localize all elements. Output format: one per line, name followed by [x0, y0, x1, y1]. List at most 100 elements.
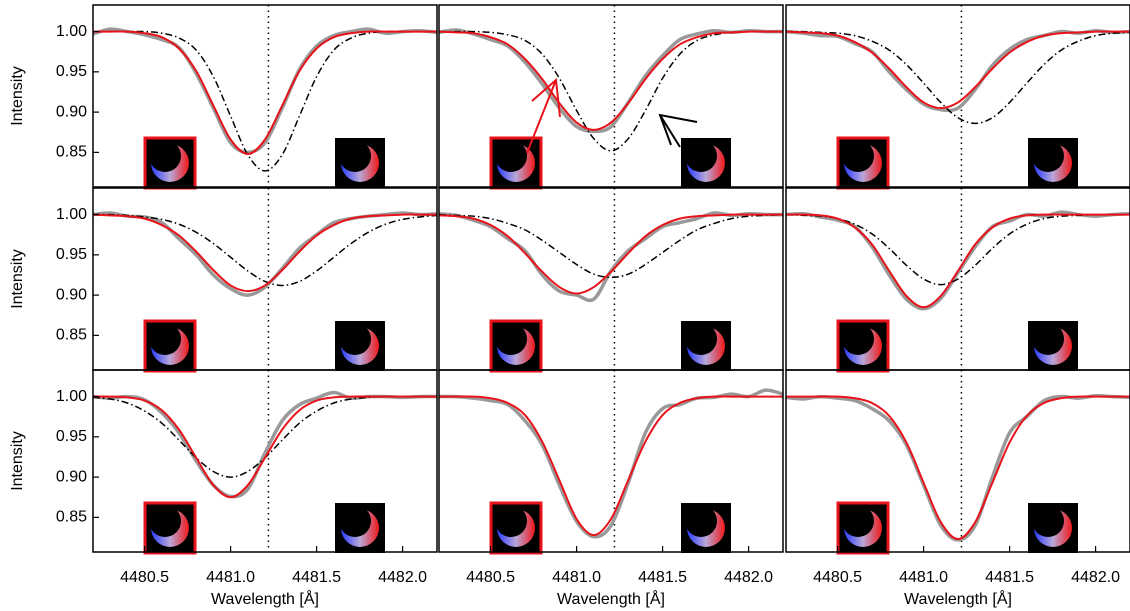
inset-image	[1028, 503, 1078, 553]
inset-image	[836, 136, 890, 190]
y-axis-label: Intensity	[9, 431, 26, 491]
inset-shadow	[1032, 140, 1064, 172]
panel-frame	[785, 369, 1130, 553]
x-tick-label: 4481.0	[206, 569, 255, 586]
series-line	[93, 30, 437, 172]
inset-shadow	[495, 140, 527, 172]
panel-frame	[785, 4, 1130, 188]
inset-image	[681, 503, 731, 553]
x-tick-label: 4481.0	[552, 569, 601, 586]
x-tick-label: 4480.5	[813, 569, 862, 586]
inset-shadow	[685, 505, 717, 537]
inset-shadow	[495, 505, 527, 537]
inset-image	[1028, 321, 1078, 371]
series-line	[785, 29, 1130, 113]
panel-frame	[92, 4, 438, 188]
x-tick-label: 4481.5	[292, 569, 341, 586]
series-line	[785, 30, 1130, 110]
inset-shadow	[149, 323, 181, 355]
inset-image	[681, 138, 731, 188]
inset-shadow	[339, 140, 371, 172]
x-tick-label: 4482.0	[378, 569, 427, 586]
inset-shadow	[842, 505, 874, 537]
inset-image	[489, 501, 543, 555]
inset-shadow	[1032, 505, 1064, 537]
series-line	[438, 213, 783, 295]
series-line	[92, 390, 438, 499]
inset-image	[143, 501, 197, 555]
inset-shadow	[842, 323, 874, 355]
x-tick-label: 4482.0	[724, 569, 773, 586]
inset-image	[681, 321, 731, 371]
x-tick-label: 4480.5	[120, 569, 169, 586]
series-line	[438, 30, 783, 131]
series-line	[438, 28, 784, 134]
y-tick-label: 0.85	[56, 327, 87, 344]
series-line	[92, 395, 437, 499]
inset-image	[335, 138, 385, 188]
x-tick-label: 4481.0	[899, 569, 948, 586]
x-tick-label: 4481.5	[985, 569, 1034, 586]
x-axis-label: Wavelength [Å]	[904, 589, 1012, 608]
x-tick-label: 4482.0	[1071, 569, 1120, 586]
y-tick-label: 0.95	[56, 246, 87, 263]
inset-image	[836, 319, 890, 373]
panels: 0.85 0.90 0.95 1.00 Intensity 0.85 0.90 0.95 1.0…	[9, 4, 1130, 608]
inset-image	[489, 319, 543, 373]
inset-image	[335, 321, 385, 371]
inset-shadow	[339, 505, 371, 537]
inset-image	[1028, 138, 1078, 188]
y-tick-label: 1.00	[56, 388, 87, 405]
inset-shadow	[1032, 323, 1064, 355]
black-arrow	[658, 113, 698, 148]
inset-image	[489, 136, 543, 190]
series-line	[786, 395, 1130, 541]
y-tick-label: 1.00	[56, 23, 87, 40]
inset-shadow	[495, 323, 527, 355]
inset-shadow	[685, 323, 717, 355]
panel-frame	[438, 369, 784, 553]
arrows	[526, 77, 698, 154]
series-line	[785, 30, 1130, 125]
inset-shadow	[149, 140, 181, 172]
y-tick-label: 0.90	[56, 468, 87, 485]
series-line	[92, 211, 438, 297]
inset-image	[335, 503, 385, 553]
panel-frame	[438, 4, 784, 188]
x-axis-label: Wavelength [Å]	[211, 589, 319, 608]
series-line	[92, 27, 438, 155]
y-tick-label: 1.00	[56, 206, 87, 223]
inset-shadow	[149, 505, 181, 537]
y-axis-label: Intensity	[9, 249, 26, 309]
y-tick-label: 0.85	[56, 144, 87, 161]
red-arrow	[526, 77, 561, 154]
series-line	[92, 395, 437, 478]
series-line	[438, 388, 784, 539]
series-line	[439, 30, 783, 152]
y-tick-label: 0.85	[56, 509, 87, 526]
series-line	[785, 210, 1130, 311]
inset-shadow	[842, 140, 874, 172]
series-line	[439, 395, 783, 537]
series-line	[93, 30, 437, 155]
series-line	[785, 213, 1130, 309]
inset-image	[143, 319, 197, 373]
inset-shadow	[685, 140, 717, 172]
y-axis-label: Intensity	[9, 66, 26, 126]
y-tick-label: 0.95	[56, 63, 87, 80]
series-line	[785, 213, 1130, 286]
x-axis-label: Wavelength [Å]	[557, 589, 665, 608]
series-line	[92, 213, 437, 293]
y-tick-label: 0.90	[56, 103, 87, 120]
y-tick-label: 0.95	[56, 428, 87, 445]
inset-shadow	[339, 323, 371, 355]
y-tick-label: 0.90	[56, 286, 87, 303]
series-line	[92, 213, 438, 287]
panel-frame	[92, 369, 438, 553]
inset-image	[143, 136, 197, 190]
x-tick-label: 4480.5	[466, 569, 515, 586]
inset-image	[836, 501, 890, 555]
x-tick-label: 4481.5	[638, 569, 687, 586]
